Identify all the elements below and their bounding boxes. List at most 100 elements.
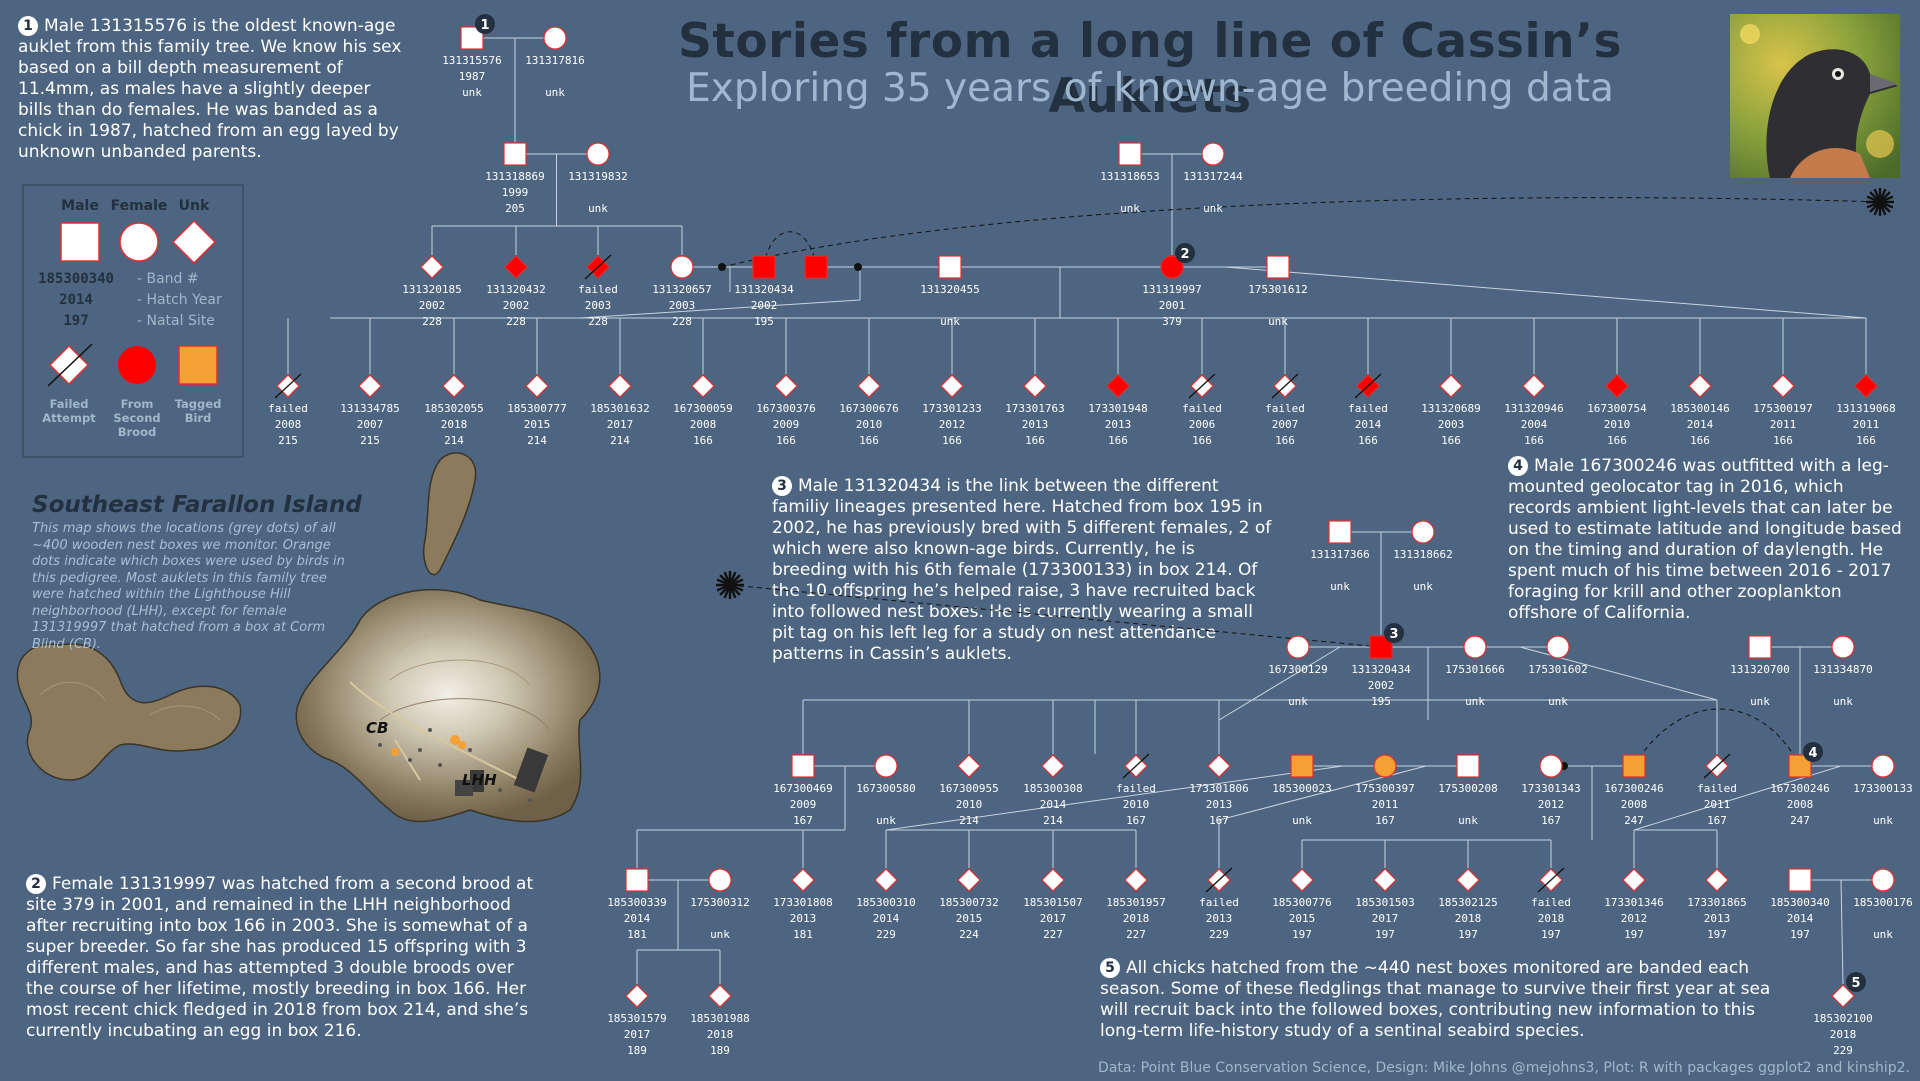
node-site: 224 bbox=[959, 928, 979, 941]
pedigree-node-m: 131320700 unk bbox=[1730, 635, 1790, 708]
node-year: 2010 bbox=[1604, 418, 1631, 431]
node-band: 167300676 bbox=[839, 402, 899, 415]
failed-slash-icon bbox=[1122, 753, 1150, 779]
node-band: 185300146 bbox=[1670, 402, 1730, 415]
pedigree-node-f: 167300129 unk bbox=[1268, 635, 1328, 708]
node-site: 247 bbox=[1624, 814, 1644, 827]
pedigree-node-u: 131320432 2002 228 bbox=[486, 255, 546, 328]
node-band: 185301503 bbox=[1355, 896, 1415, 909]
node-band: 185301957 bbox=[1106, 896, 1166, 909]
story-badge-icon bbox=[1803, 742, 1823, 762]
male-node-icon bbox=[791, 754, 815, 778]
failed-slash-icon bbox=[1354, 373, 1382, 399]
pedigree-node-u: 173301948 2013 166 bbox=[1088, 374, 1148, 447]
node-site: 228 bbox=[422, 315, 442, 328]
node-band: 173301948 bbox=[1088, 402, 1148, 415]
node-band: 175301666 bbox=[1445, 663, 1505, 676]
unknown-node-icon bbox=[504, 255, 528, 279]
pedigree-line bbox=[763, 231, 817, 268]
node-band: 167300059 bbox=[673, 402, 733, 415]
node-year: 2006 bbox=[1189, 418, 1216, 431]
male-node-icon bbox=[1622, 754, 1646, 778]
node-site: 167 bbox=[793, 814, 813, 827]
node-site: 166 bbox=[693, 434, 713, 447]
node-site: 166 bbox=[1773, 434, 1793, 447]
story-text: Female 131319997 was hatched from a seco… bbox=[26, 874, 534, 1041]
node-site: 197 bbox=[1707, 928, 1727, 941]
node-band: failed bbox=[1697, 782, 1737, 795]
pedigree-node-u: 185302055 2018 214 bbox=[424, 374, 484, 447]
node-site: 189 bbox=[627, 1044, 647, 1057]
female-node-icon bbox=[1546, 635, 1570, 659]
node-site: 197 bbox=[1624, 928, 1644, 941]
node-band: 185300023 bbox=[1272, 782, 1332, 795]
legend-band-label: - Band # bbox=[137, 271, 199, 287]
node-band: 185301579 bbox=[607, 1012, 667, 1025]
node-site: 228 bbox=[672, 315, 692, 328]
node-site: 195 bbox=[1371, 695, 1391, 708]
node-band: 131318662 bbox=[1393, 548, 1453, 561]
pedigree-node-u: failed 2007 166 bbox=[1265, 373, 1305, 447]
unknown-node-icon bbox=[608, 374, 632, 398]
female-node-icon bbox=[1160, 255, 1184, 279]
node-site: unk bbox=[462, 86, 482, 99]
node-year: 2015 bbox=[524, 418, 551, 431]
pedigree-node-u: 185300777 2015 214 bbox=[507, 374, 567, 447]
pedigree-node-m: 185300339 2014 181 bbox=[607, 868, 667, 941]
pedigree-nodes: 131315576 1987 unk 1 131317816 unk 131318869 19… bbox=[268, 14, 1913, 1057]
male-node-icon bbox=[625, 868, 649, 892]
unknown-node-icon bbox=[708, 984, 732, 1008]
node-year: 2011 bbox=[1372, 798, 1399, 811]
node-year: 2003 bbox=[585, 299, 612, 312]
node-site: unk bbox=[1873, 814, 1893, 827]
pedigree-node-m: 167300246 2008 247 4 bbox=[1770, 742, 1830, 827]
pedigree-node-m: 175300208 unk bbox=[1438, 754, 1498, 827]
pedigree-node-u: 167300376 2009 166 bbox=[756, 374, 816, 447]
failed-slash-icon bbox=[1188, 373, 1216, 399]
pedigree-line bbox=[729, 584, 1382, 648]
unknown-node-icon bbox=[1439, 374, 1463, 398]
node-band: failed bbox=[1199, 896, 1239, 909]
unknown-node-icon bbox=[857, 374, 881, 398]
node-band: 185300310 bbox=[856, 896, 916, 909]
node-site: 166 bbox=[1607, 434, 1627, 447]
unknown-node-icon bbox=[1373, 868, 1397, 892]
node-site: unk bbox=[1288, 695, 1308, 708]
map-box-dot bbox=[458, 741, 466, 749]
pedigree-node-u: failed 2008 215 bbox=[268, 373, 308, 447]
unknown-node-icon bbox=[957, 754, 981, 778]
node-band: 131320700 bbox=[1730, 663, 1790, 676]
unknown-node-icon bbox=[774, 374, 798, 398]
node-site: unk bbox=[588, 202, 608, 215]
pedigree-node-u: 173301808 2013 181 bbox=[773, 868, 833, 941]
female-node-icon bbox=[1831, 635, 1855, 659]
node-band: 131320657 bbox=[652, 283, 712, 296]
node-site: unk bbox=[1465, 695, 1485, 708]
female-node-icon bbox=[1463, 635, 1487, 659]
map-description: This map shows the locations (grey dots)… bbox=[32, 521, 345, 652]
male-node-icon bbox=[460, 26, 484, 50]
pedigree-node-m: 131320434 2002 195 3 bbox=[1351, 623, 1411, 708]
pedigree-node-m: 131318653 unk bbox=[1100, 142, 1160, 215]
node-site: 228 bbox=[506, 315, 526, 328]
node-band: failed bbox=[268, 402, 308, 415]
link-star-icon bbox=[716, 571, 744, 599]
node-year: 2014 bbox=[624, 912, 651, 925]
node-band: 131318653 bbox=[1100, 170, 1160, 183]
story-badge-number: 3 bbox=[1389, 627, 1398, 642]
node-site: 166 bbox=[1192, 434, 1212, 447]
node-band: 173301763 bbox=[1005, 402, 1065, 415]
pedigree-node-f: 167300580 unk bbox=[856, 754, 916, 827]
node-site: 166 bbox=[1856, 434, 1876, 447]
node-site: 214 bbox=[1043, 814, 1063, 827]
male-node-icon bbox=[1328, 520, 1352, 544]
node-site: 205 bbox=[505, 202, 525, 215]
node-site: 228 bbox=[588, 315, 608, 328]
node-band: failed bbox=[1182, 402, 1222, 415]
node-site: 166 bbox=[1690, 434, 1710, 447]
node-year: 2011 bbox=[1704, 798, 1731, 811]
pedigree-node-u: 173301763 2013 166 bbox=[1005, 374, 1065, 447]
node-site: 214 bbox=[444, 434, 464, 447]
node-band: 173301346 bbox=[1604, 896, 1664, 909]
pedigree-node-m: 167300469 2009 167 bbox=[773, 754, 833, 827]
